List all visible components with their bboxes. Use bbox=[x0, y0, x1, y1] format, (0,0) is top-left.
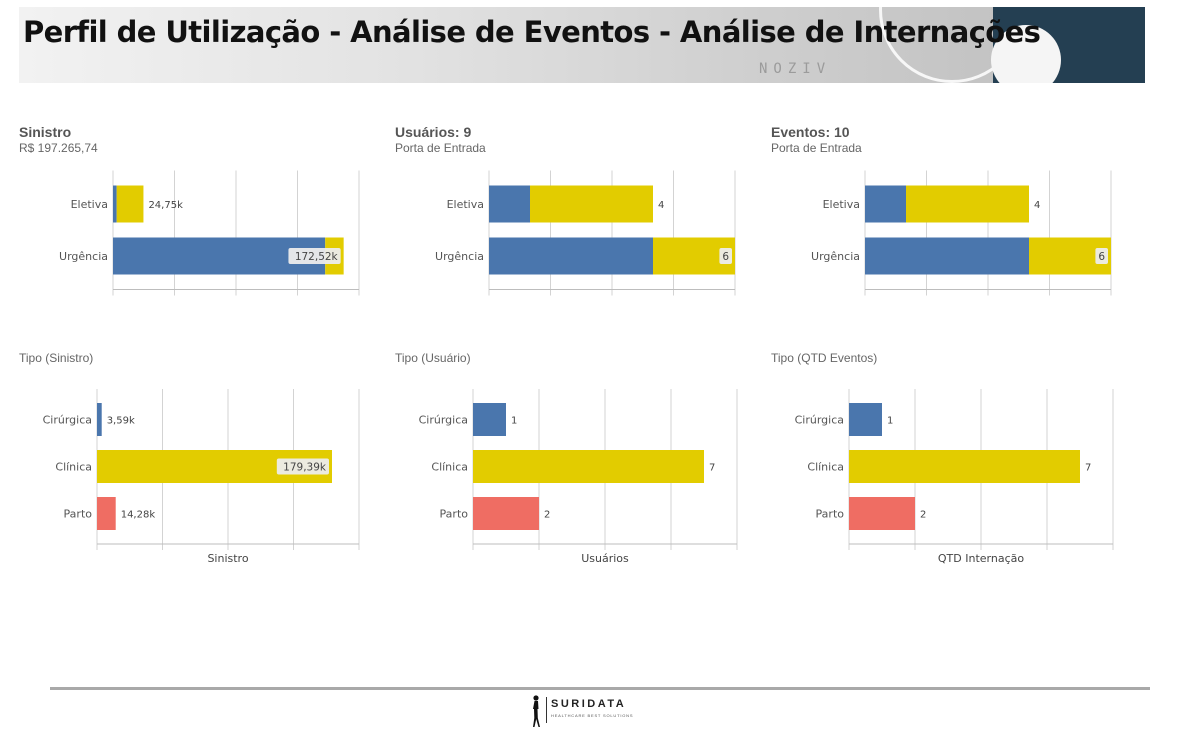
bar bbox=[97, 403, 102, 436]
category-label: Eletiva bbox=[447, 198, 484, 211]
data-label: 14,28k bbox=[121, 510, 156, 521]
panel-subtitle: Porta de Entrada bbox=[395, 141, 486, 155]
chart-usuarios-porta-entrada: Eletiva 4 Urgência 6 bbox=[435, 170, 736, 296]
logo-brand-name: SURIDATA bbox=[551, 698, 627, 710]
category-label: Parto bbox=[64, 508, 93, 521]
data-label: 2 bbox=[920, 510, 926, 521]
data-label: 4 bbox=[1034, 200, 1040, 211]
category-label: Clínica bbox=[807, 461, 844, 474]
bar bbox=[97, 497, 116, 530]
data-label: 6 bbox=[1098, 251, 1105, 263]
data-label-background bbox=[1095, 248, 1108, 264]
header-banner: NOZIV Perfil de Utilização - Análise de … bbox=[19, 7, 1145, 83]
logo-figure-icon bbox=[533, 695, 540, 727]
category-label: Urgência bbox=[435, 250, 484, 263]
chart-tipo-eventos: Cirúrgica 1 Clínica 7 Parto 2 QTD Internação bbox=[795, 389, 1114, 565]
panel-subtitle: Tipo (QTD Eventos) bbox=[771, 351, 878, 365]
category-label: Cirúrgica bbox=[795, 414, 844, 427]
chart-tipo-usuario: Cirúrgica 1 Clínica 7 Parto 2 Usuários bbox=[419, 389, 738, 565]
panel-title: Usuários: 9 bbox=[395, 124, 472, 140]
footer-divider bbox=[50, 687, 1150, 690]
bar-segment bbox=[489, 237, 653, 275]
panel-title: Eventos: 10 bbox=[771, 124, 850, 140]
data-label-background bbox=[719, 248, 732, 264]
logo-separator bbox=[546, 697, 547, 723]
bar bbox=[473, 497, 539, 530]
category-label: Clínica bbox=[55, 461, 92, 474]
category-label: Eletiva bbox=[71, 198, 108, 211]
logo-tagline: HEALTHCARE BEST SOLUTIONS bbox=[551, 713, 634, 718]
panel-subtitle: Tipo (Sinistro) bbox=[19, 351, 94, 365]
data-label: 7 bbox=[1085, 463, 1091, 474]
data-label: 4 bbox=[658, 200, 664, 211]
category-label: Urgência bbox=[811, 250, 860, 263]
chart-tipo-sinistro: Cirúrgica 3,59k Clínica 179,39k Parto 14,28k S… bbox=[43, 389, 360, 565]
category-label: Urgência bbox=[59, 250, 108, 263]
category-label: Cirúrgica bbox=[419, 414, 468, 427]
bar-segment bbox=[113, 185, 117, 223]
bar-segment bbox=[489, 185, 530, 223]
category-label: Eletiva bbox=[823, 198, 860, 211]
bar bbox=[849, 497, 915, 530]
page-title: Perfil de Utilização - Análise de Evento… bbox=[23, 15, 1041, 49]
banner-decoration-text: NOZIV bbox=[759, 61, 832, 77]
data-label: 6 bbox=[722, 251, 729, 263]
bar bbox=[849, 403, 882, 436]
banner-circle-decoration bbox=[991, 25, 1061, 83]
data-label: 24,75k bbox=[148, 200, 183, 211]
panel-subtitle: Tipo (Usuário) bbox=[395, 351, 471, 365]
suridata-logo: SURIDATA HEALTHCARE BEST SOLUTIONS bbox=[528, 694, 638, 728]
bar-segment bbox=[530, 185, 653, 223]
data-label: 1 bbox=[511, 416, 517, 427]
panel-title: Sinistro bbox=[19, 124, 72, 140]
chart-sinistro-porta-entrada: Eletiva 24,75k Urgência 172,52k bbox=[59, 170, 360, 296]
bar bbox=[473, 403, 506, 436]
panel-subtitle: Porta de Entrada bbox=[771, 141, 862, 155]
bar-segment bbox=[865, 185, 906, 223]
data-label: 172,52k bbox=[295, 251, 339, 263]
bar-segment bbox=[865, 237, 1029, 275]
chart-eventos-porta-entrada: Eletiva 4 Urgência 6 bbox=[811, 170, 1112, 296]
category-label: Parto bbox=[440, 508, 469, 521]
category-label: Clínica bbox=[431, 461, 468, 474]
bar bbox=[849, 450, 1080, 483]
x-axis-title: QTD Internação bbox=[938, 552, 1024, 565]
data-label: 7 bbox=[709, 463, 715, 474]
data-label-background bbox=[276, 458, 330, 475]
data-label-background bbox=[288, 248, 341, 264]
x-axis-title: Usuários bbox=[581, 552, 629, 565]
category-label: Cirúrgica bbox=[43, 414, 92, 427]
data-label: 179,39k bbox=[283, 462, 327, 474]
data-label: 3,59k bbox=[107, 416, 135, 427]
data-label: 2 bbox=[544, 510, 550, 521]
bar-segment bbox=[906, 185, 1029, 223]
data-label: 1 bbox=[887, 416, 893, 427]
bar bbox=[473, 450, 704, 483]
x-axis-title: Sinistro bbox=[207, 552, 248, 565]
panel-subtitle: R$ 197.265,74 bbox=[19, 141, 98, 155]
bar-segment bbox=[116, 185, 144, 223]
category-label: Parto bbox=[816, 508, 845, 521]
